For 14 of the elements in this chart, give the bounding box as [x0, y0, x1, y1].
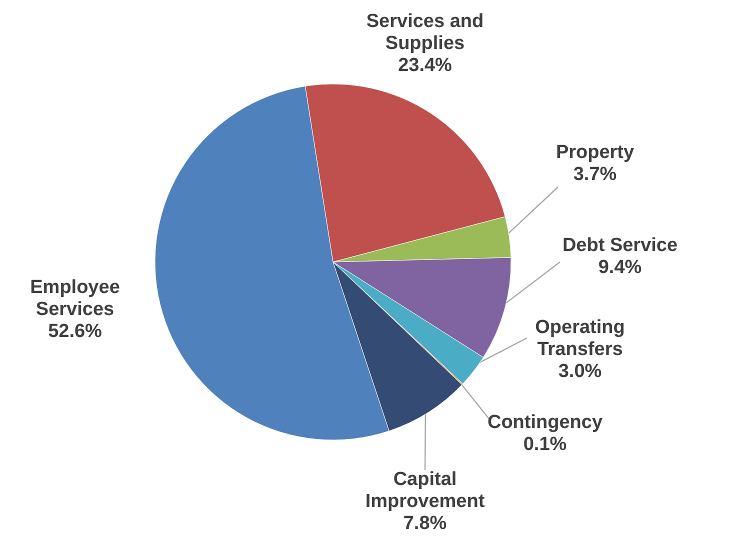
data-label: 3.0%	[558, 361, 602, 382]
data-label: 23.4%	[398, 55, 452, 76]
slice-label: Employee Services	[30, 277, 120, 320]
data-label: 3.7%	[573, 164, 617, 185]
data-label: 52.6%	[48, 321, 102, 342]
data-label: 9.4%	[598, 257, 642, 278]
slice-label: Operating Transfers	[535, 317, 625, 360]
data-label: 0.1%	[523, 434, 567, 455]
slice-label: Capital Improvement	[365, 469, 486, 512]
data-label: 7.8%	[403, 513, 447, 534]
slice-label: Contingency	[487, 412, 603, 433]
slice-label: Services and Supplies	[366, 11, 484, 54]
slice-label: Debt Service	[562, 235, 678, 256]
slice-label: Property	[556, 142, 634, 163]
